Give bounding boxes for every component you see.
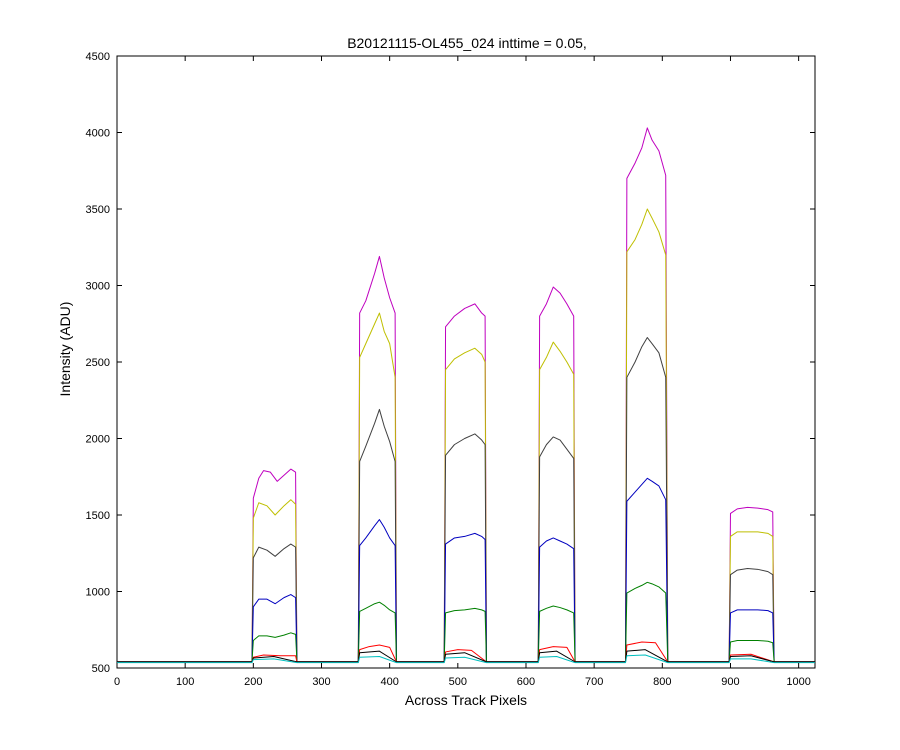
x-tick-label: 800 — [653, 676, 671, 688]
y-axis: 500 1000 1500 2000 2500 3000 3500 4000 4500 — [86, 51, 815, 675]
x-tick-label: 1000 — [786, 676, 810, 688]
y-tick-label: 1500 — [86, 510, 110, 522]
series-line-8 — [117, 654, 815, 664]
series-line-7 — [117, 649, 815, 663]
x-tick-label: 300 — [312, 676, 330, 688]
x-tick-label: 400 — [380, 676, 398, 688]
x-tick-label: 900 — [721, 676, 739, 688]
y-tick-label: 2500 — [86, 357, 110, 369]
y-tick-label: 4000 — [86, 128, 110, 140]
series-layer — [117, 127, 815, 664]
series-line-6 — [117, 641, 815, 663]
y-tick-label: 500 — [92, 663, 110, 675]
x-tick-label: 700 — [585, 676, 603, 688]
x-tick-label: 200 — [244, 676, 262, 688]
chart-title: B20121115-OL455_024 inttime = 0.05, — [347, 35, 587, 51]
y-tick-label: 3000 — [86, 281, 110, 293]
plot-area — [116, 55, 816, 669]
x-tick-label: 600 — [517, 676, 535, 688]
y-axis-label: Intensity (ADU) — [57, 302, 73, 397]
y-tick-label: 3500 — [86, 204, 110, 216]
x-tick-label: 100 — [176, 676, 194, 688]
y-tick-label: 4500 — [86, 51, 110, 63]
x-tick-label: 500 — [449, 676, 467, 688]
x-axis-label: Across Track Pixels — [405, 692, 527, 708]
x-tick-label: 0 — [114, 676, 120, 688]
y-tick-label: 2000 — [86, 434, 110, 446]
x-axis: 0 100 200 300 400 500 600 700 800 900 1000 — [114, 56, 811, 688]
y-tick-label: 1000 — [86, 587, 110, 599]
